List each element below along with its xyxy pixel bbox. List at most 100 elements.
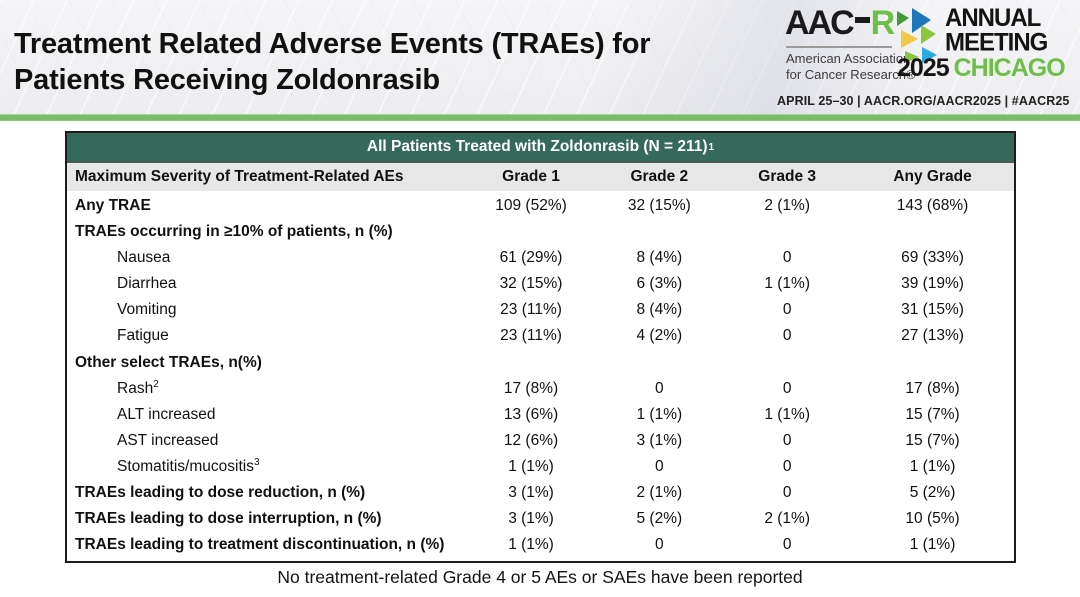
aacr-wordmark-r: R: [870, 4, 896, 42]
footnote-marker: 3: [253, 457, 260, 469]
row-label: Vomiting: [117, 301, 177, 319]
meeting-dates: APRIL 25–30 | AACR.ORG/AACR2025 | #AACR2…: [777, 94, 1070, 108]
cell-value: 3 (1%): [508, 509, 554, 527]
org-name-line1: American Association: [786, 51, 911, 66]
cell-value: 0: [782, 249, 792, 267]
table-row-stomatitis: Stomatitis/mucositis3 1 (1%) 0 0 1 (1%): [67, 454, 1014, 480]
meeting-city: CHICAGO: [953, 54, 1066, 82]
row-label: Diarrhea: [117, 275, 177, 293]
cell-value: 1 (1%): [909, 457, 956, 475]
page-title-line1: Treatment Related Adverse Events (TRAEs)…: [14, 28, 651, 60]
column-header-label: Maximum Severity of Treatment-Related AE…: [75, 168, 404, 185]
cell-value: 32 (15%): [499, 275, 563, 293]
row-label: Other select TRAEs, n(%): [75, 353, 262, 371]
table-row-section-traes-10pct: TRAEs occurring in ≥10% of patients, n (…: [67, 219, 1014, 245]
table-row-ast-increased: AST increased 12 (6%) 3 (1%) 0 15 (7%): [67, 428, 1014, 454]
cell-value: 15 (7%): [905, 405, 960, 423]
table-row-section-other-traes: Other select TRAEs, n(%): [67, 349, 1014, 375]
cell-value: 27 (13%): [901, 327, 964, 345]
cell-value: 0: [782, 483, 792, 501]
meeting-title: ANNUAL MEETING: [945, 3, 1048, 57]
footer-note: No treatment-related Grade 4 or 5 AEs or…: [277, 567, 803, 587]
aacr-dash: [854, 17, 870, 23]
column-header-grade1: Grade 1: [502, 168, 560, 185]
cell-value: 1 (1%): [909, 536, 956, 554]
cell-value: 39 (19%): [901, 275, 964, 293]
table-row-alt-increased: ALT increased 13 (6%) 1 (1%) 1 (1%) 15 (…: [67, 402, 1014, 428]
cell-value: 2 (1%): [764, 509, 810, 527]
table-row-nausea: Nausea 61 (29%) 8 (4%) 0 69 (33%): [67, 245, 1014, 271]
table-column-headers: Maximum Severity of Treatment-Related AE…: [67, 163, 1014, 191]
cell-value: 109 (52%): [495, 197, 567, 215]
aacr-wordmark-prefix: AAC: [785, 4, 855, 42]
cell-value: 1 (1%): [764, 405, 810, 423]
cell-value: 5 (2%): [909, 483, 956, 501]
cell-value: 8 (4%): [636, 301, 683, 319]
cell-value: 6 (3%): [636, 275, 683, 293]
cell-value: 17 (8%): [503, 379, 559, 397]
row-label: TRAEs leading to dose interruption, n (%…: [75, 509, 382, 527]
org-name: American Association for Cancer Research…: [786, 51, 916, 84]
cell-value: 17 (8%): [905, 379, 960, 397]
cell-value: 12 (6%): [503, 431, 559, 449]
cell-value: 0: [782, 457, 792, 475]
aacr-logo: AAC R American Association for Cancer Res…: [775, 6, 1073, 110]
table-row-dose-interruption: TRAEs leading to dose interruption, n (%…: [67, 506, 1014, 532]
table-row-vomiting: Vomiting 23 (11%) 8 (4%) 0 31 (15%): [67, 297, 1014, 323]
cell-value: 143 (68%): [896, 197, 969, 215]
cell-value: 8 (4%): [636, 249, 683, 267]
table-row-diarrhea: Diarrhea 32 (15%) 6 (3%) 1 (1%) 39 (19%): [67, 271, 1014, 297]
cell-value: 3 (1%): [508, 483, 554, 501]
row-label: Nausea: [117, 249, 171, 267]
cell-value: 10 (5%): [905, 509, 960, 527]
header-band: Treatment Related Adverse Events (TRAEs)…: [0, 0, 1080, 115]
table-title-footnote-marker: 1: [708, 141, 715, 153]
table-row-rash: Rash2 17 (8%) 0 0 17 (8%): [67, 376, 1014, 402]
row-label: TRAEs leading to dose reduction, n (%): [75, 483, 366, 501]
cell-value: 31 (15%): [901, 301, 964, 319]
table-row-any-trae: Any TRAE 109 (52%) 32 (15%) 2 (1%) 143 (…: [67, 193, 1014, 219]
cell-value: 2 (1%): [636, 483, 683, 501]
table-title: All Patients Treated with Zoldonrasib (N…: [67, 133, 1014, 163]
row-label: TRAEs leading to treatment discontinuati…: [75, 536, 445, 554]
table-body: Any TRAE 109 (52%) 32 (15%) 2 (1%) 143 (…: [67, 191, 1014, 561]
meeting-mark-icon: [895, 8, 941, 69]
meeting-title-line1: ANNUAL: [945, 3, 1041, 32]
cell-value: 0: [782, 301, 792, 319]
meeting-year: 2025: [897, 54, 950, 82]
table-row-dose-reduction: TRAEs leading to dose reduction, n (%) 3…: [67, 480, 1014, 506]
cell-value: 5 (2%): [636, 509, 683, 527]
cell-value: 2 (1%): [764, 197, 810, 215]
cell-value: 3 (1%): [636, 431, 683, 449]
column-header-grade3: Grade 3: [758, 168, 817, 185]
cell-value: 0: [655, 536, 664, 554]
cell-value: 0: [655, 457, 664, 475]
cell-value: 32 (15%): [627, 197, 691, 215]
cell-value: 4 (2%): [636, 327, 683, 345]
cell-value: 0: [782, 431, 792, 449]
meeting-title-line2: MEETING: [945, 28, 1048, 57]
cell-value: 0: [655, 379, 664, 397]
org-name-line2: for Cancer Research®: [786, 67, 916, 83]
row-label: ALT increased: [117, 405, 216, 423]
green-divider-line: [0, 114, 1080, 121]
row-label: Fatigue: [117, 327, 169, 345]
cell-value: 23 (11%): [500, 327, 562, 345]
cell-value: 1 (1%): [636, 405, 683, 423]
cell-value: 15 (7%): [905, 431, 960, 449]
footnote-marker: 2: [153, 379, 159, 390]
page-title: Treatment Related Adverse Events (TRAEs)…: [14, 27, 651, 99]
cell-value: 61 (29%): [499, 249, 563, 267]
page-title-line2: Patients Receiving Zoldonrasib: [14, 63, 440, 96]
column-header-anygrade: Any Grade: [893, 168, 972, 185]
cell-value: 1 (1%): [508, 536, 554, 554]
cell-value: 1 (1%): [508, 457, 554, 475]
cell-value: 69 (33%): [901, 249, 964, 267]
cell-value: 23 (11%): [500, 301, 562, 319]
row-label: Rash2: [117, 379, 159, 398]
column-header-grade2: Grade 2: [630, 168, 689, 185]
cell-value: 1 (1%): [764, 275, 810, 293]
aacr-wordmark: AAC R: [785, 4, 896, 42]
cell-value: 13 (6%): [503, 405, 559, 423]
row-label: TRAEs occurring in ≥10% of patients, n (…: [75, 223, 393, 241]
